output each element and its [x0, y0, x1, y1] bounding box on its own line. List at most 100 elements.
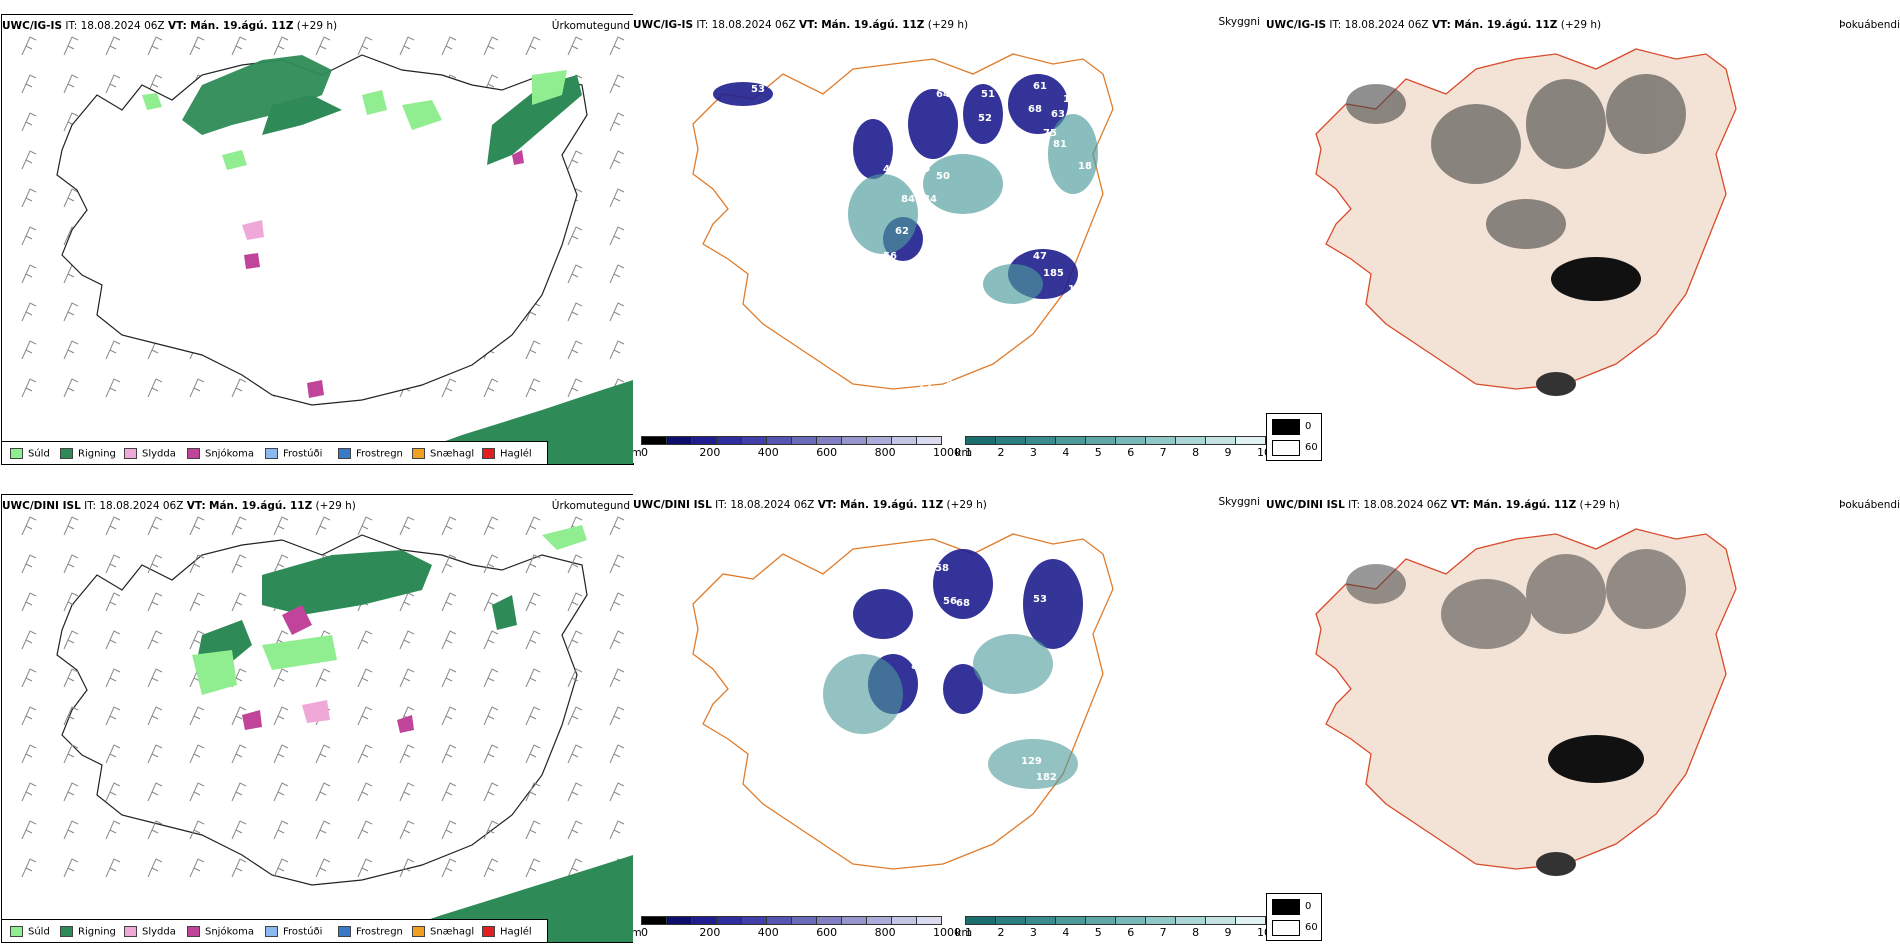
- legend-label: Súld: [28, 448, 50, 460]
- visibility-colorbar-bin: [1205, 436, 1236, 445]
- visibility-colorbar-bin: [995, 916, 1026, 925]
- precip-map-2: [21, 516, 633, 942]
- cloud-base-value: 39: [1111, 786, 1125, 797]
- cloud-base-colorbar-tick: 600: [816, 446, 838, 459]
- cloud-base-colorbar-tick: 1000: [933, 446, 961, 459]
- legend-item-haglél: Haglél: [482, 448, 532, 460]
- precip-title-1: UWC/IG-IS IT: 18.08.2024 06Z VT: Mán. 19…: [2, 20, 338, 32]
- legend-item-snæhagl: Snæhagl: [412, 926, 474, 938]
- cloud-base-colorbar-tick: 400: [757, 446, 779, 459]
- cloud-base-value: 51: [981, 89, 995, 100]
- visibility-colorbar-tick: 8: [1192, 446, 1200, 459]
- legend-item-slydda: Slydda: [124, 448, 176, 460]
- legend-swatch: [124, 926, 137, 937]
- legend-item-frostregn: Frostregn: [338, 926, 403, 938]
- legend-label: Slydda: [142, 926, 176, 938]
- legend-item-frostregn: Frostregn: [338, 448, 403, 460]
- legend-item-súld: Súld: [10, 448, 50, 460]
- cloud-base-value: 22: [1089, 588, 1103, 599]
- cloud-base-value: 67: [953, 722, 967, 733]
- cloud-base-value: 48: [883, 164, 897, 175]
- legend-label: Haglél: [500, 926, 532, 938]
- cloud-base-colorbar-bin: [741, 436, 767, 445]
- cloud-base-value: 201: [1101, 767, 1122, 778]
- legend-label: Frostúði: [283, 448, 323, 460]
- cloud-base-value: 50: [916, 164, 930, 175]
- visibility-colorbar-tick: 7: [1159, 446, 1167, 459]
- fog-panel-1: UWC/IG-IS IT: 18.08.2024 06Z VT: Mán. 19…: [1266, 14, 1900, 463]
- legend-item-slydda: Slydda: [124, 926, 176, 938]
- cloud-base-value: 22: [918, 381, 932, 392]
- visibility-colorbar-unit: km: [955, 926, 973, 939]
- cloud-base-colorbar-bin: [791, 436, 817, 445]
- visibility-colorbar-bin: [1235, 436, 1266, 445]
- legend-label: Snjókoma: [205, 926, 255, 938]
- legend-swatch: [124, 448, 137, 459]
- cloud-label-2: Skyggni: [1218, 496, 1261, 508]
- legend-swatch: [187, 448, 200, 459]
- visibility-colorbar-bin: [1175, 916, 1206, 925]
- visibility-colorbar-bin: [965, 436, 996, 445]
- legend-label: Rigning: [78, 448, 116, 460]
- cloud-base-colorbar-bin: [891, 436, 917, 445]
- cloud-base-colorbar-bin: [816, 916, 842, 925]
- cloud-base-colorbar-bin: [716, 916, 742, 925]
- cloud-base-colorbar-bin: [916, 436, 942, 445]
- cloud-base-colorbar-bin: [841, 916, 867, 925]
- legend-label: Frostregn: [356, 448, 403, 460]
- fog-swatch-white: [1272, 440, 1300, 456]
- legend-label: Snjókoma: [205, 448, 255, 460]
- cloud-base-value: 71: [1013, 573, 1027, 584]
- cloud-base-value: 64: [936, 89, 950, 100]
- cloud-base-value: 364: [1053, 794, 1074, 805]
- cloud-base-colorbar-bin: [841, 436, 867, 445]
- cloud-base-value: 50: [936, 171, 950, 182]
- cloud-base-value: 86: [911, 661, 925, 672]
- cloud-base-value: 121: [1063, 94, 1084, 105]
- legend-swatch: [265, 448, 278, 459]
- cloud-base-value: 48: [883, 566, 897, 577]
- cloud-base-colorbar-tick: 0: [641, 446, 648, 459]
- visibility-colorbar-tick: 3: [1029, 446, 1037, 459]
- cloud-base-colorbar-unit: m: [633, 446, 642, 459]
- visibility-colorbar-tick: 10: [1257, 446, 1266, 459]
- precip-title-2: UWC/DINI ISL IT: 18.08.2024 06Z VT: Mán.…: [2, 500, 356, 512]
- cloud-base-colorbar-bin: [741, 916, 767, 925]
- legend-item-súld: Súld: [10, 926, 50, 938]
- cloud-base-colorbar-bin: [641, 916, 667, 925]
- visibility-colorbar-bin: [995, 436, 1026, 445]
- cloud-base-value: 63: [1051, 109, 1065, 120]
- legend-swatch: [338, 448, 351, 459]
- cloud-base-colorbar-bin: [666, 436, 692, 445]
- cloud-base-value: 185: [1043, 268, 1064, 279]
- visibility-colorbar-bin: [1055, 436, 1086, 445]
- legend-swatch: [338, 926, 351, 937]
- cloud-title-2: UWC/DINI ISL IT: 18.08.2024 06Z VT: Mán.…: [633, 499, 987, 511]
- fog-swatch-black: [1272, 419, 1300, 435]
- cloud-base-colorbar-bin: [666, 916, 692, 925]
- cloud-base-panel-1: 53 84 81 64 51 68 52 61 63 121 75 81 48 50 50 84 84 62 83 5…: [633, 14, 1266, 463]
- precip-type-panel-1: UWC/IG-IS IT: 18.08.2024 06Z VT: Mán. 19…: [1, 14, 634, 465]
- legend-item-rigning: Rigning: [60, 448, 116, 460]
- fog-map-1: [1315, 48, 1737, 396]
- cloud-base-value: 68: [956, 598, 970, 609]
- cloud-base-value: 70: [743, 708, 757, 719]
- cloud-base-colorbar-bin: [691, 436, 717, 445]
- legend-swatch: [10, 926, 23, 937]
- visibility-colorbar-tick: 2: [997, 446, 1005, 459]
- cloud-base-value: 67: [895, 722, 909, 733]
- cloud-base-value: 52: [978, 113, 992, 124]
- cloud-label-1: Skyggni: [1218, 16, 1261, 28]
- legend-label: Súld: [28, 926, 50, 938]
- cloud-base-value: 129: [1021, 756, 1042, 767]
- precip-label-2: Úrkomutegund: [551, 500, 630, 512]
- cloud-base-value: 108: [1103, 266, 1124, 277]
- visibility-colorbar-bin: [1115, 916, 1146, 925]
- legend-item-snæhagl: Snæhagl: [412, 448, 474, 460]
- legend-item-snjókoma: Snjókoma: [187, 448, 255, 460]
- fog-legend-2: 0 60: [1266, 893, 1322, 941]
- cloud-base-value: 182: [1036, 772, 1057, 783]
- visibility-colorbar-tick: 4: [1062, 446, 1070, 459]
